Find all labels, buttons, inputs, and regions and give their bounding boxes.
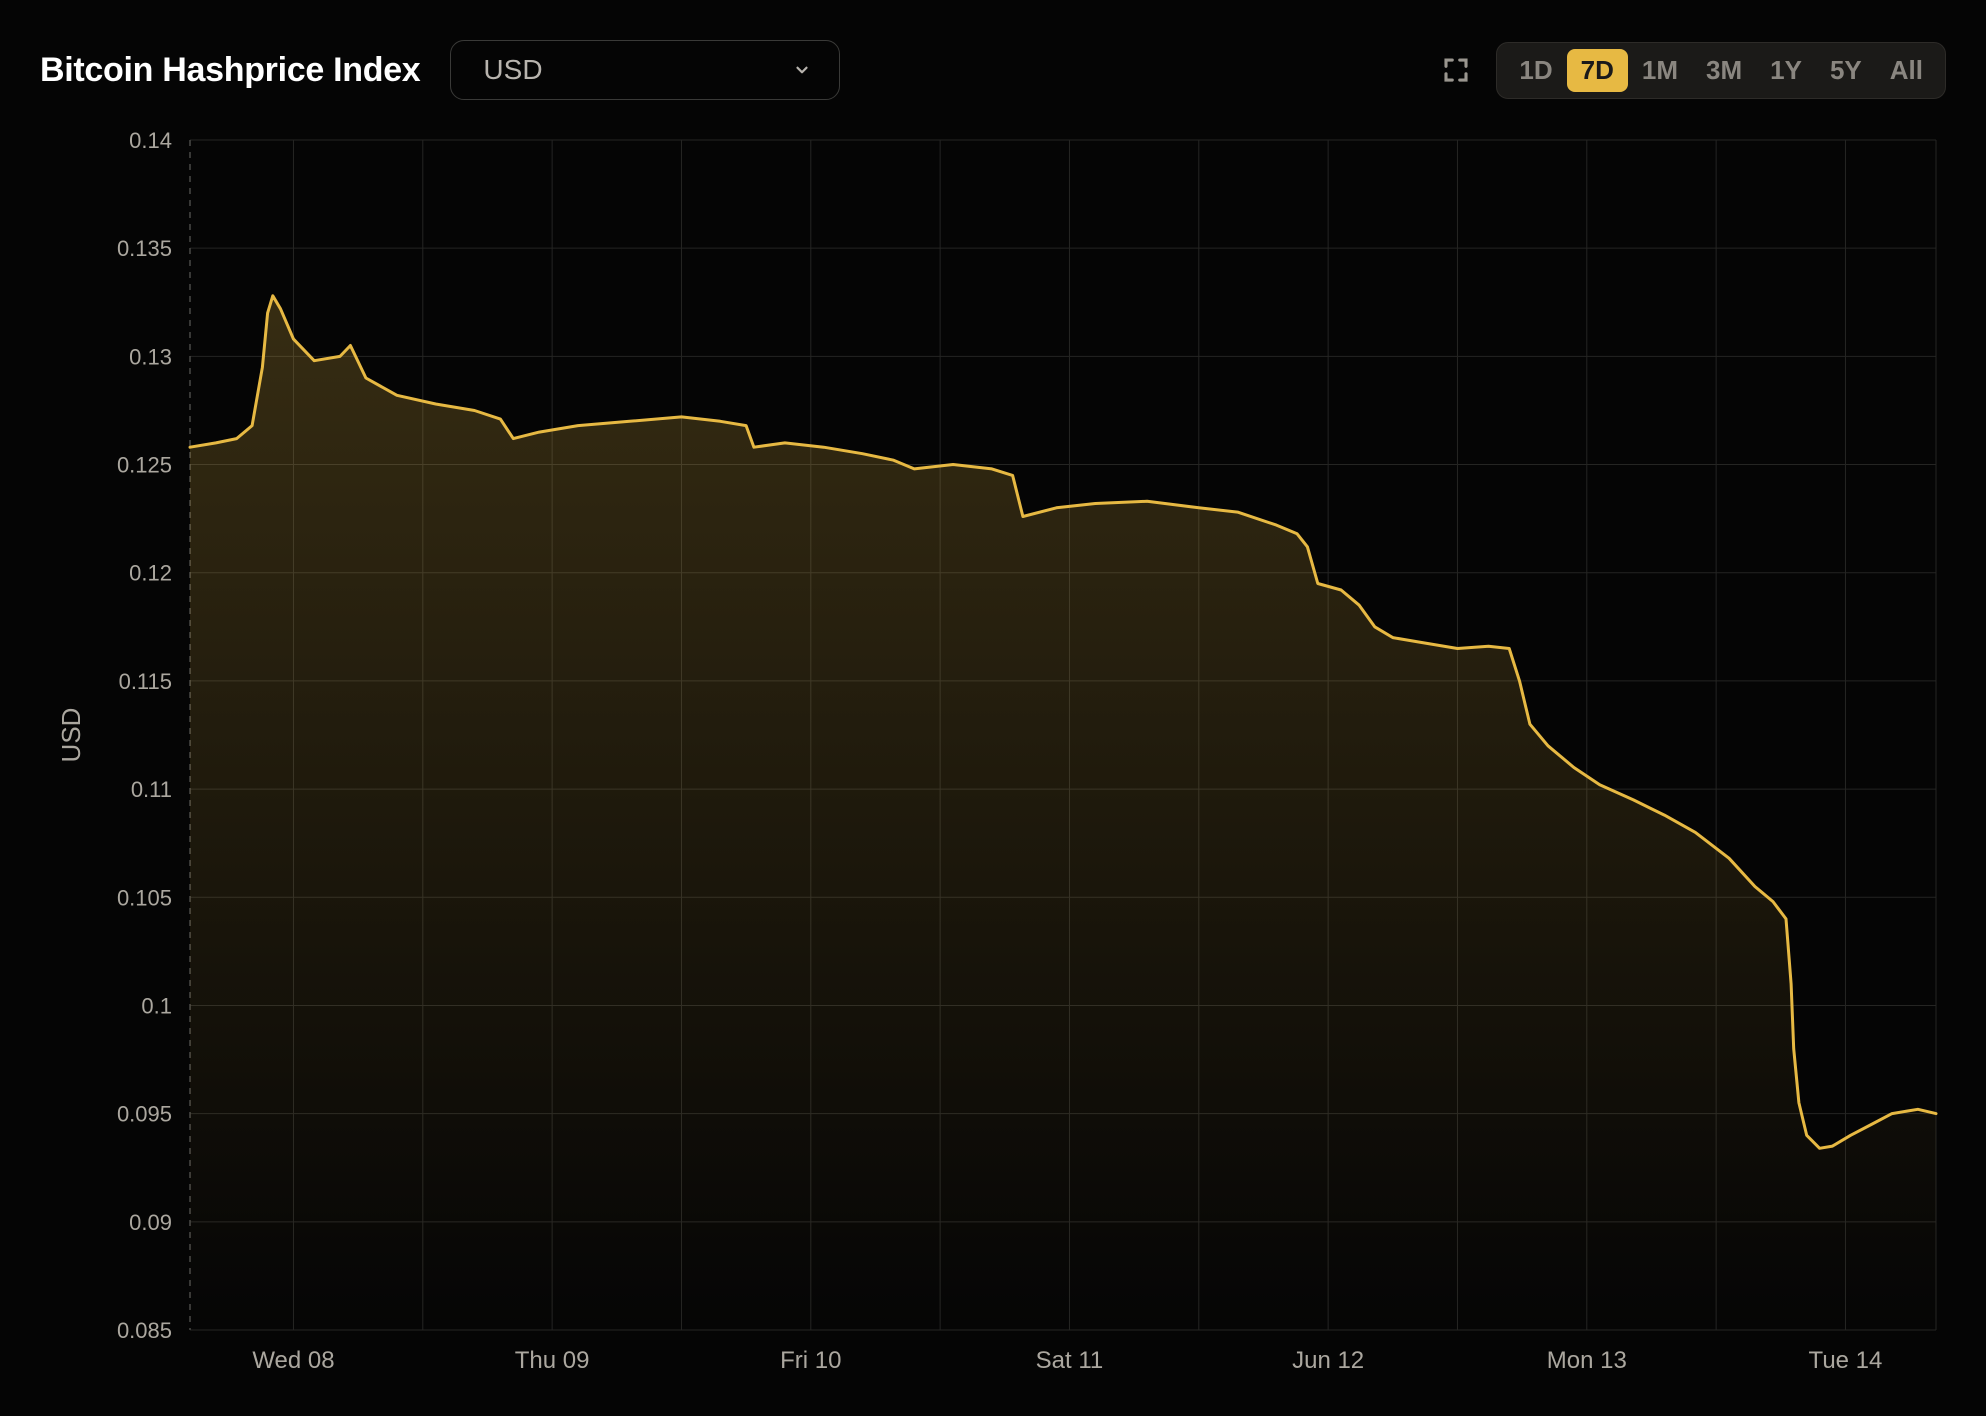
svg-text:0.095: 0.095 bbox=[117, 1102, 172, 1127]
svg-text:0.085: 0.085 bbox=[117, 1318, 172, 1343]
header-left: Bitcoin Hashprice Index USD bbox=[40, 40, 840, 100]
svg-text:Mon 13: Mon 13 bbox=[1547, 1347, 1627, 1374]
range-1y-button[interactable]: 1Y bbox=[1756, 49, 1816, 92]
chart-header: Bitcoin Hashprice Index USD 1D7D1M3M1Y5Y… bbox=[40, 30, 1946, 110]
svg-text:Fri 10: Fri 10 bbox=[780, 1347, 841, 1374]
svg-text:Tue 14: Tue 14 bbox=[1809, 1347, 1883, 1374]
chart-area[interactable]: 0.085 0.09 0.095 0.1 0.105 0.11 0.115 0.12 0.125… bbox=[40, 130, 1946, 1390]
svg-text:Jun 12: Jun 12 bbox=[1292, 1347, 1364, 1374]
range-7d-button[interactable]: 7D bbox=[1567, 49, 1628, 92]
line-chart-svg: 0.085 0.09 0.095 0.1 0.105 0.11 0.115 0.12 0.125… bbox=[40, 130, 1946, 1390]
svg-text:0.125: 0.125 bbox=[117, 453, 172, 478]
svg-text:0.105: 0.105 bbox=[117, 885, 172, 910]
chart-panel: Bitcoin Hashprice Index USD 1D7D1M3M1Y5Y… bbox=[0, 0, 1986, 1416]
currency-selected-label: USD bbox=[483, 54, 542, 86]
svg-text:0.11: 0.11 bbox=[131, 777, 172, 802]
time-range-group: 1D7D1M3M1Y5YAll bbox=[1496, 42, 1946, 99]
fullscreen-icon bbox=[1441, 55, 1471, 85]
range-5y-button[interactable]: 5Y bbox=[1816, 49, 1876, 92]
range-1m-button[interactable]: 1M bbox=[1628, 49, 1692, 92]
svg-text:0.115: 0.115 bbox=[119, 669, 172, 694]
fullscreen-button[interactable] bbox=[1438, 52, 1474, 88]
svg-text:Wed 08: Wed 08 bbox=[252, 1347, 334, 1374]
svg-text:0.09: 0.09 bbox=[129, 1210, 172, 1235]
svg-text:Thu 09: Thu 09 bbox=[515, 1347, 590, 1374]
header-right: 1D7D1M3M1Y5YAll bbox=[1438, 42, 1946, 99]
chart-title: Bitcoin Hashprice Index bbox=[40, 51, 420, 90]
svg-text:0.1: 0.1 bbox=[141, 993, 172, 1018]
range-3m-button[interactable]: 3M bbox=[1692, 49, 1756, 92]
svg-text:Sat 11: Sat 11 bbox=[1036, 1347, 1104, 1374]
range-1d-button[interactable]: 1D bbox=[1505, 49, 1566, 92]
currency-select[interactable]: USD bbox=[450, 40, 840, 100]
chevron-down-icon bbox=[793, 61, 811, 79]
svg-text:0.14: 0.14 bbox=[129, 130, 172, 153]
svg-text:0.12: 0.12 bbox=[129, 561, 172, 586]
svg-text:0.135: 0.135 bbox=[117, 236, 172, 261]
svg-text:USD: USD bbox=[56, 708, 86, 763]
svg-text:0.13: 0.13 bbox=[129, 344, 172, 369]
range-all-button[interactable]: All bbox=[1876, 49, 1937, 92]
